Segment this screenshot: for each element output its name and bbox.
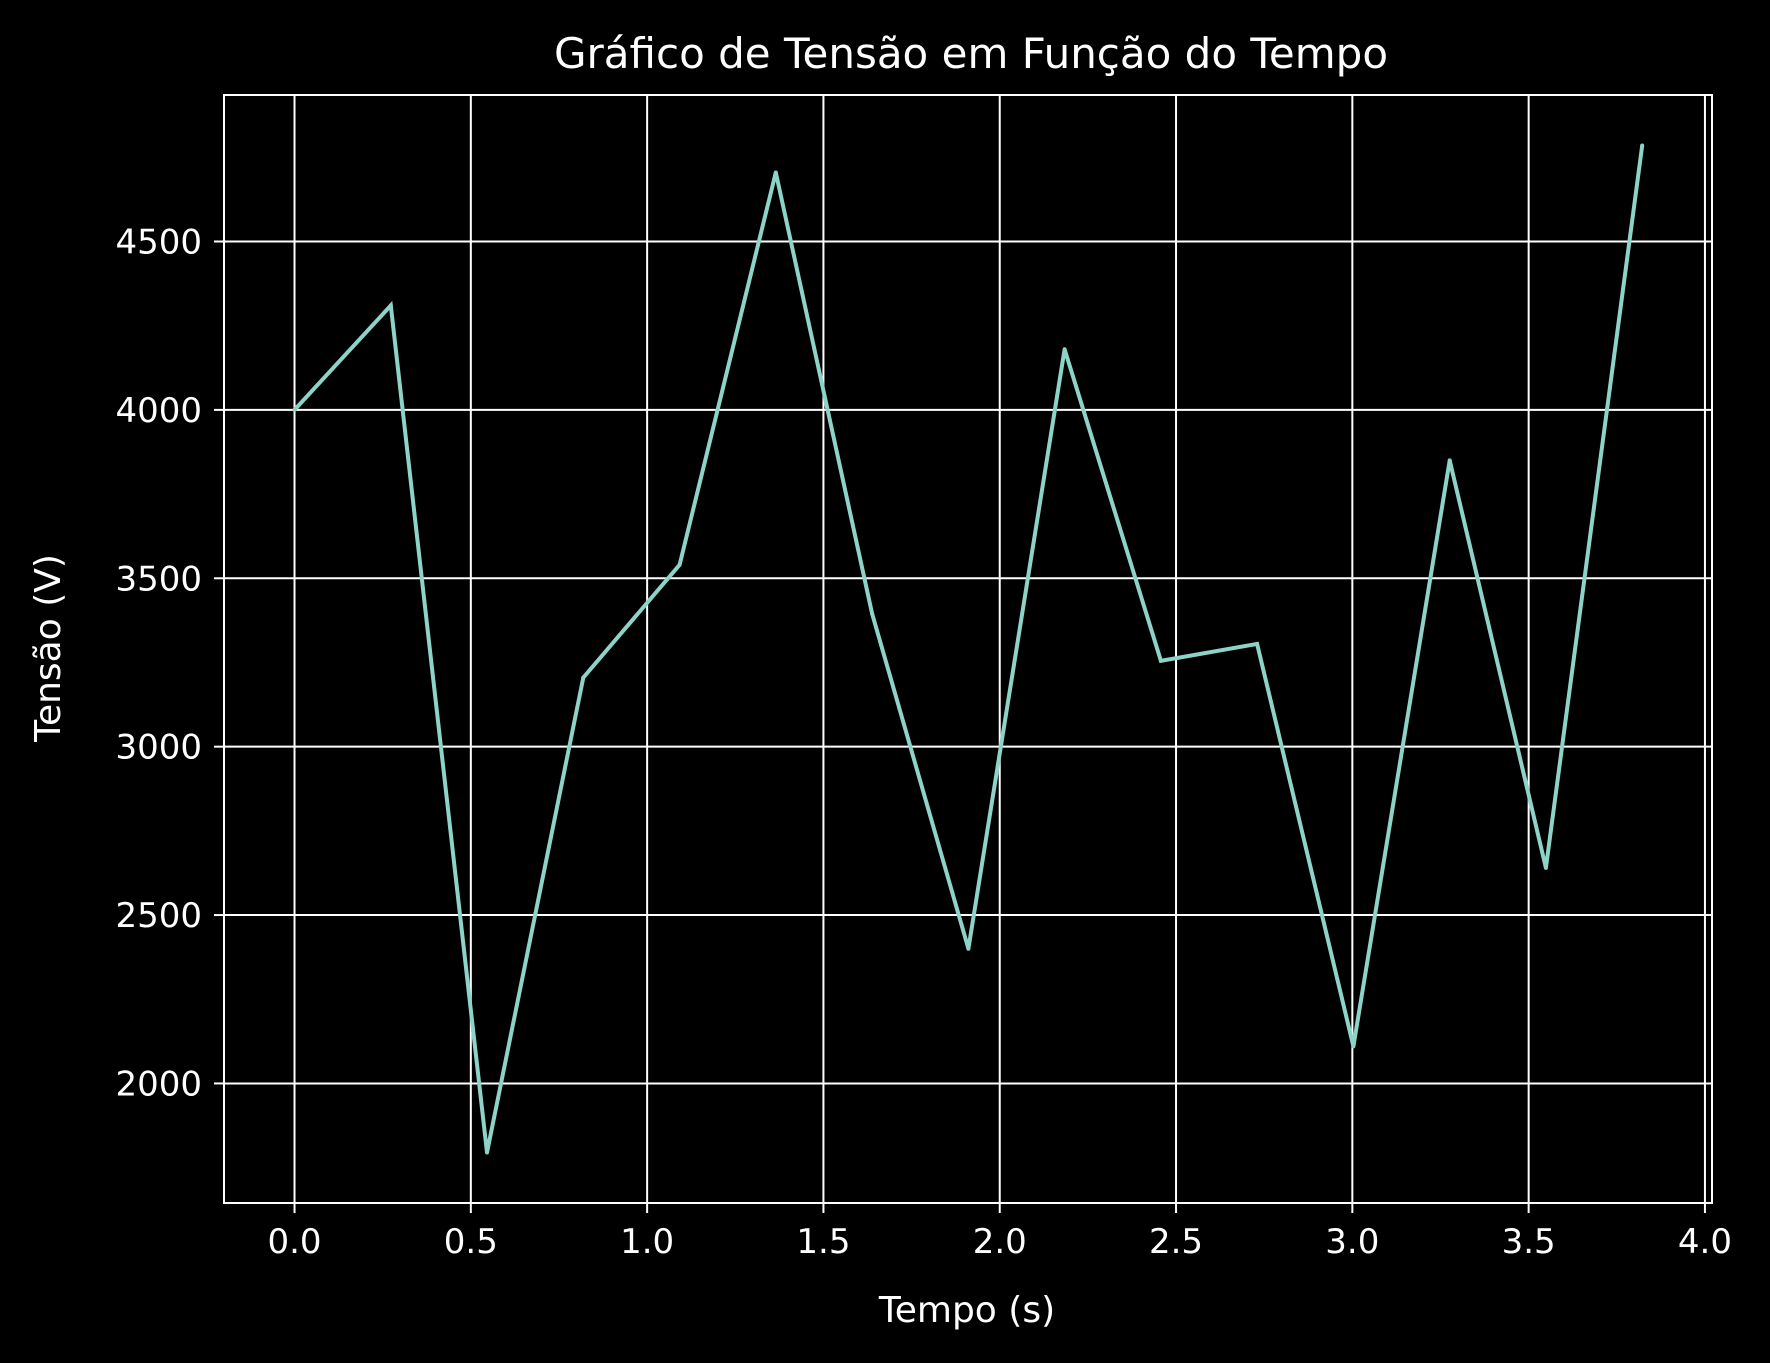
grid [224,95,1712,1203]
y-tick-label: 4000 [115,391,202,431]
x-tick-label: 2.5 [1149,1222,1203,1262]
y-axis-label: Tensão (V) [28,554,69,743]
x-tick-label: 4.0 [1678,1222,1732,1262]
y-tick-label: 2000 [115,1064,202,1104]
plot-frame [223,94,1713,1204]
series-point [677,562,682,567]
y-tick-label: 3500 [115,559,202,599]
x-tick-label: 1.5 [796,1222,850,1262]
series-point [1543,865,1548,870]
y-tick-label: 2500 [115,896,202,936]
x-tick-label: 2.0 [973,1222,1027,1262]
series-point [1351,1044,1356,1049]
series-point [870,611,875,616]
x-tick-label: 3.0 [1325,1222,1379,1262]
series-point [1158,658,1163,663]
x-tick-label: 0.0 [267,1222,321,1262]
x-tick-label: 1.0 [620,1222,674,1262]
x-tick-label: 0.5 [444,1222,498,1262]
series-point [773,170,778,175]
series-point [292,407,297,412]
series-point [1640,143,1645,148]
series-point [388,303,393,308]
y-tick-label: 3000 [115,728,202,768]
x-axis-label: Tempo (s) [878,1290,1055,1331]
ticks: 0.0 0.5 1.0 1.5 2.0 2.5 3.0 3.5 4.0 2000 2500 3000 3… [115,222,1732,1262]
series-layer [292,143,1645,1155]
y-tick-label: 4500 [115,222,202,262]
series-point [966,946,971,951]
series-point [1255,641,1260,646]
chart-title: Gráfico de Tensão em Função do Tempo [554,29,1388,78]
x-tick-label: 3.5 [1502,1222,1556,1262]
series-point [485,1150,489,1155]
series-point [1447,458,1452,463]
series-point [581,675,586,680]
series-point [1062,347,1067,352]
